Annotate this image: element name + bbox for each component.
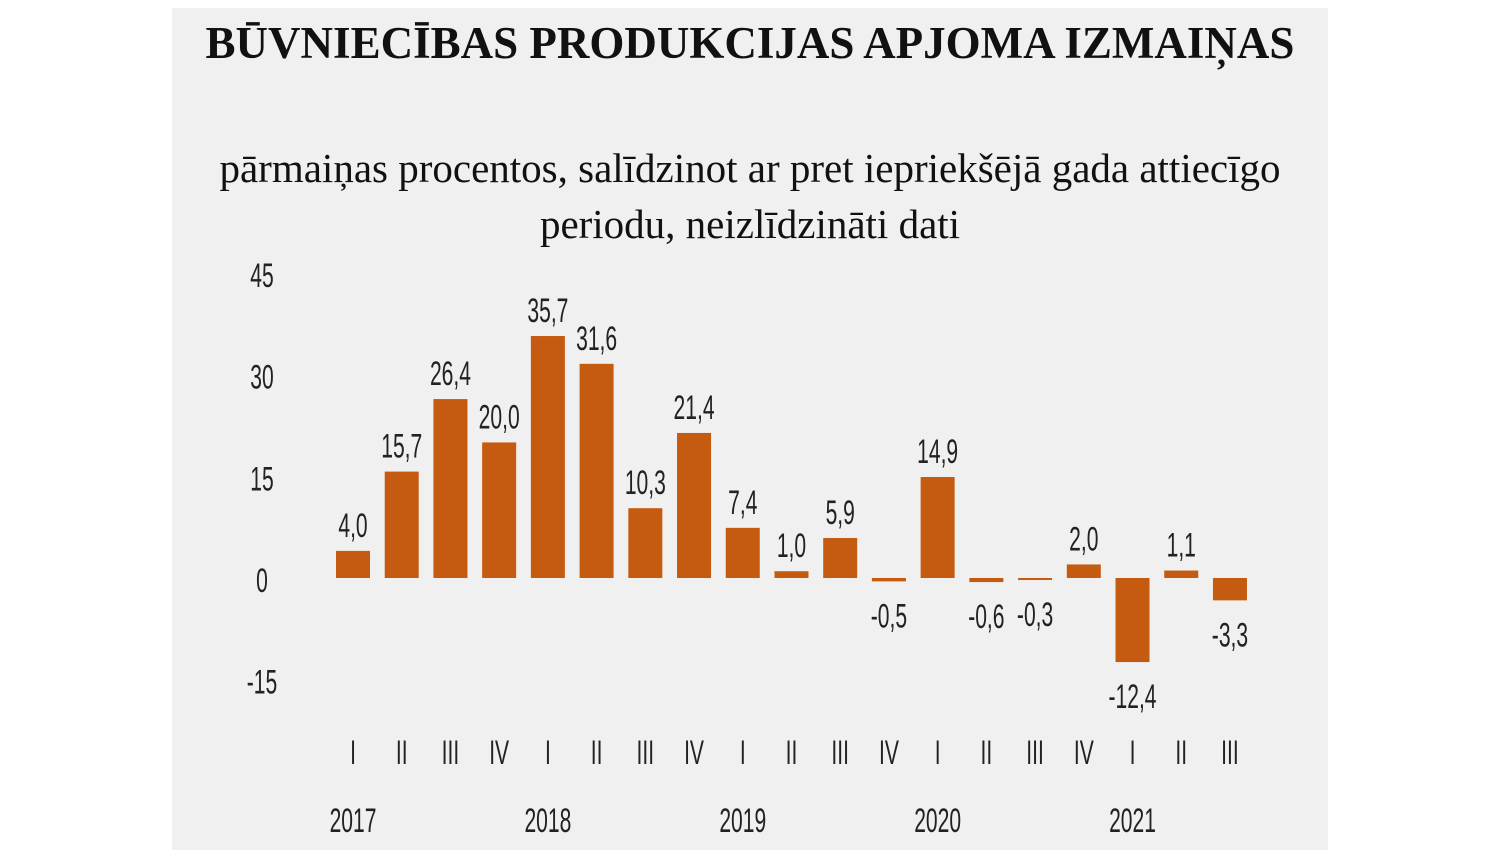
- year-label: 2021: [1109, 801, 1156, 839]
- x-tick-label: II: [1175, 733, 1187, 771]
- chart-title: BŪVNIECĪBAS PRODUKCIJAS APJOMA IZMAIŅAS: [205, 18, 1295, 68]
- data-label: 35,7: [527, 291, 568, 329]
- data-label: 10,3: [625, 463, 666, 501]
- data-label: 21,4: [674, 388, 715, 426]
- data-label: 20,0: [479, 397, 520, 435]
- bar: [725, 527, 760, 578]
- chart-panel: BŪVNIECĪBAS PRODUKCIJAS APJOMA IZMAIŅAS …: [172, 8, 1328, 850]
- bar: [336, 550, 370, 578]
- x-tick-label: II: [591, 733, 603, 771]
- bar: [1115, 578, 1150, 663]
- x-tick-label: II: [981, 733, 993, 771]
- bar: [433, 399, 468, 578]
- bar: [1164, 570, 1199, 578]
- bar: [774, 571, 809, 578]
- bar: [1018, 578, 1053, 581]
- x-tick-label: III: [1221, 733, 1239, 771]
- bar: [871, 578, 906, 582]
- x-tick-label: III: [1026, 733, 1044, 771]
- chart-subtitle: pārmaiņas procentos, salīdzinot ar pret …: [219, 145, 1281, 247]
- x-tick-label: II: [786, 733, 798, 771]
- data-label: 31,6: [576, 319, 617, 357]
- x-tick-label: III: [831, 733, 849, 771]
- y-tick-label: 30: [250, 357, 273, 395]
- x-tick-label: I: [350, 733, 356, 771]
- data-label: 26,4: [430, 354, 471, 392]
- bar: [579, 363, 614, 578]
- x-tick-label: IV: [489, 733, 509, 771]
- bar: [677, 432, 712, 578]
- data-label: 2,0: [1069, 519, 1098, 557]
- x-tick-label: I: [935, 733, 941, 771]
- data-label: -0,6: [968, 597, 1004, 635]
- x-tick-label: II: [396, 733, 408, 771]
- x-tick-label: I: [545, 733, 551, 771]
- x-tick-label: IV: [684, 733, 704, 771]
- data-label: 14,9: [917, 432, 958, 470]
- bar: [482, 442, 517, 578]
- bar: [1066, 564, 1101, 578]
- bar: [628, 508, 663, 578]
- y-tick-label: 15: [250, 459, 273, 497]
- bar: [969, 578, 1004, 583]
- data-label: 5,9: [826, 493, 855, 531]
- data-label: 1,1: [1167, 525, 1196, 563]
- bar: [384, 471, 419, 578]
- year-label: 2018: [524, 801, 571, 839]
- data-label: -0,3: [1017, 595, 1053, 633]
- x-tick-label: IV: [879, 733, 899, 771]
- data-label: -12,4: [1109, 677, 1157, 715]
- y-tick-label: 45: [250, 256, 273, 294]
- year-label: 2019: [719, 801, 766, 839]
- y-tick-label: -15: [247, 662, 277, 700]
- bar: [920, 477, 955, 578]
- x-tick-label: III: [442, 733, 460, 771]
- data-label: -0,5: [871, 596, 907, 634]
- year-label: 2017: [330, 801, 377, 839]
- data-label: 7,4: [728, 483, 757, 521]
- bar: [530, 336, 565, 578]
- x-tick-label: I: [740, 733, 746, 771]
- year-label: 2020: [914, 801, 961, 839]
- bar: [823, 538, 858, 578]
- data-label: 1,0: [777, 526, 806, 564]
- data-label: -3,3: [1212, 615, 1248, 653]
- bar: [1212, 578, 1247, 601]
- data-label: 4,0: [338, 506, 367, 544]
- x-tick-label: IV: [1074, 733, 1094, 771]
- x-tick-label: I: [1130, 733, 1136, 771]
- y-tick-label: 0: [256, 561, 268, 599]
- x-tick-label: III: [637, 733, 655, 771]
- data-label: 15,7: [381, 426, 422, 464]
